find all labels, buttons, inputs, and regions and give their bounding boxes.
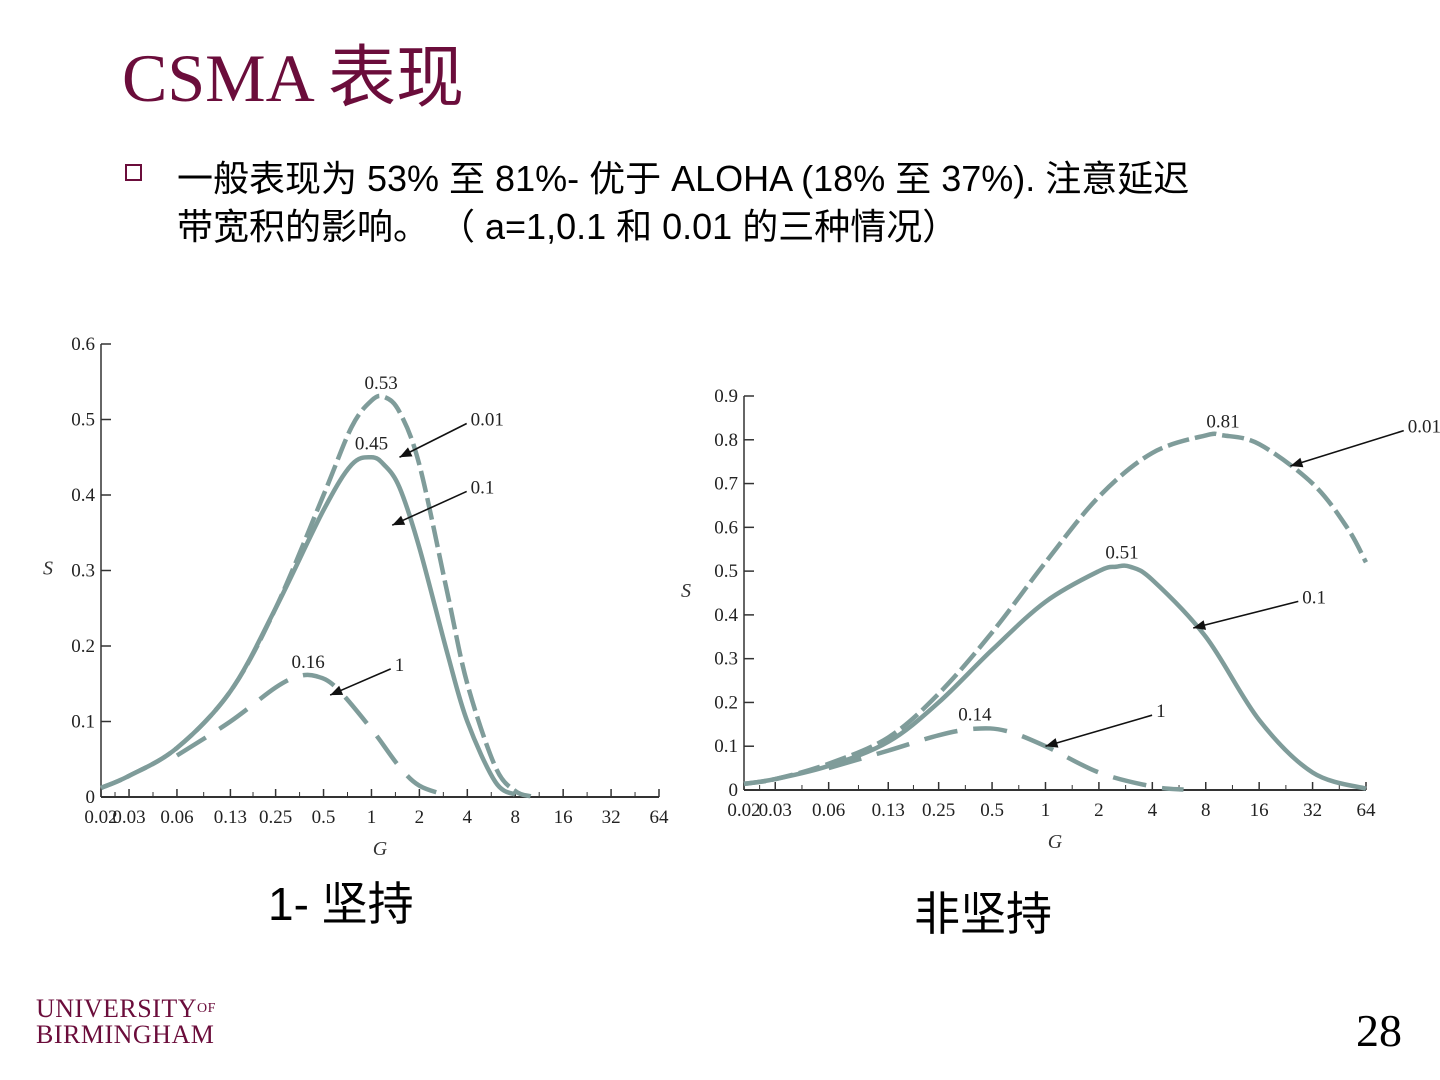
x-tick-label: 64 bbox=[1357, 800, 1377, 821]
series-line-a-1 bbox=[828, 726, 1184, 792]
annotation-label: 0.01 bbox=[471, 410, 504, 431]
y-axis-label: S bbox=[43, 558, 53, 580]
bullet-line-1: 一般表现为 53% 至 81%- 优于 ALOHA (18% 至 37%). 注… bbox=[177, 158, 1190, 199]
series-line-a-0.01 bbox=[100, 393, 532, 799]
x-tick-label: 64 bbox=[650, 807, 670, 828]
x-tick-label: 1 bbox=[367, 807, 377, 828]
annotation-arrow-line bbox=[391, 490, 468, 526]
peak-label: 0.45 bbox=[355, 433, 388, 454]
annotation-arrow-line bbox=[1045, 714, 1153, 747]
annotation-label: 0.1 bbox=[1302, 587, 1326, 608]
y-tick-label: 0.2 bbox=[714, 692, 738, 713]
x-tick-label: 0.03 bbox=[759, 800, 792, 821]
annotation-label: 0.1 bbox=[471, 477, 495, 498]
caption-1-persistent: 1- 坚持 bbox=[268, 878, 414, 930]
x-tick-label: 0.03 bbox=[112, 807, 145, 828]
y-tick-label: 0.6 bbox=[714, 517, 738, 538]
y-tick-label: 0.5 bbox=[714, 561, 738, 582]
x-tick-label: 16 bbox=[554, 807, 573, 828]
y-tick-label: 0.7 bbox=[714, 474, 738, 495]
y-tick-label: 0.8 bbox=[714, 430, 738, 451]
peak-label: 0.53 bbox=[365, 373, 398, 394]
series-line-a-0.1 bbox=[743, 563, 1367, 791]
x-tick-label: 16 bbox=[1250, 800, 1269, 821]
chart-1-persistent: 0.020.03 0.06 0.13 0.25 0.5 1 2 4 8 16 32 64 0 0.1 0.2… bbox=[43, 334, 670, 860]
y-tick-label: 0 bbox=[86, 787, 96, 808]
x-tick-label: 32 bbox=[1303, 800, 1322, 821]
series-line-a-0.01 bbox=[743, 431, 1368, 787]
annotation-label: 0.01 bbox=[1408, 417, 1440, 438]
y-tick-label: 0.2 bbox=[71, 636, 95, 657]
annotation-arrow-line bbox=[399, 422, 468, 458]
peak-label: 0.81 bbox=[1206, 411, 1239, 432]
y-tick-label: 0.5 bbox=[71, 410, 95, 431]
x-tick-label: 2 bbox=[415, 807, 425, 828]
y-tick-label: 0.3 bbox=[714, 649, 738, 670]
y-tick-label: 0.3 bbox=[71, 561, 95, 582]
annotation-arrowhead bbox=[1193, 620, 1207, 630]
peak-label: 0.51 bbox=[1105, 543, 1138, 564]
y-tick-label: 0.1 bbox=[714, 736, 738, 757]
annotation-label: 1 bbox=[1156, 701, 1166, 722]
slide-title: CSMA 表现 bbox=[122, 40, 464, 116]
y-axis-label: S bbox=[681, 580, 691, 602]
x-tick-label: 0.5 bbox=[980, 800, 1004, 821]
peak-label: 0.14 bbox=[958, 705, 992, 726]
caption-non-persistent: 非坚持 bbox=[914, 888, 1052, 940]
x-tick-label: 0.5 bbox=[312, 807, 336, 828]
annotation-arrowhead bbox=[399, 447, 413, 458]
y-tick-label: 0.9 bbox=[714, 386, 738, 407]
x-tick-label: 1 bbox=[1041, 800, 1051, 821]
x-tick-label: 0.02 bbox=[84, 807, 117, 828]
x-tick-label: 0.13 bbox=[872, 800, 905, 821]
x-tick-label: 0.06 bbox=[812, 800, 845, 821]
annotation-arrowhead bbox=[330, 685, 344, 696]
x-tick-label: 4 bbox=[1148, 800, 1158, 821]
bullet-line-2: 带宽积的影响。 （ a=1,0.1 和 0.01 的三种情况） bbox=[177, 206, 959, 247]
x-tick-label: 0.25 bbox=[259, 807, 292, 828]
logo-line-1: UNIVERSITY bbox=[36, 994, 197, 1023]
x-tick-label: 8 bbox=[1201, 800, 1211, 821]
annotation-arrow-line bbox=[1290, 429, 1404, 467]
x-axis-label: G bbox=[373, 838, 388, 860]
y-tick-label: 0.4 bbox=[71, 485, 95, 506]
x-tick-label: 8 bbox=[510, 807, 520, 828]
x-tick-label: 0.02 bbox=[727, 800, 760, 821]
y-tick-label: 0.6 bbox=[71, 334, 95, 355]
x-tick-label: 2 bbox=[1094, 800, 1104, 821]
y-tick-label: 0 bbox=[729, 780, 739, 801]
x-axis-label: G bbox=[1048, 831, 1063, 853]
logo-line-2: BIRMINGHAM bbox=[36, 1020, 215, 1049]
annotation-arrowhead bbox=[1290, 457, 1304, 468]
x-tick-label: 32 bbox=[602, 807, 621, 828]
y-tick-label: 0.4 bbox=[714, 605, 738, 626]
x-tick-label: 0.25 bbox=[922, 800, 955, 821]
logo-of: OF bbox=[197, 1001, 216, 1016]
x-tick-label: 0.06 bbox=[160, 807, 193, 828]
y-tick-label: 0.1 bbox=[71, 712, 95, 733]
bullet-square-icon bbox=[125, 164, 142, 181]
chart-non-persistent: 0.020.03 0.06 0.13 0.25 0.5 1 2 4 8 16 32 6400.10.2… bbox=[681, 386, 1440, 853]
annotation-arrowhead bbox=[1045, 738, 1059, 748]
annotation-arrowhead bbox=[392, 515, 406, 526]
page-number: 28 bbox=[1356, 1005, 1402, 1056]
annotation-arrow-line bbox=[1193, 600, 1299, 629]
peak-label: 0.16 bbox=[291, 652, 324, 673]
annotation-label: 1 bbox=[395, 655, 405, 676]
bullet-text: 一般表现为 53% 至 81%- 优于 ALOHA (18% 至 37%). 注… bbox=[177, 155, 1317, 251]
x-tick-label: 0.13 bbox=[214, 807, 247, 828]
series-line-a-1 bbox=[175, 672, 449, 798]
university-logo: UNIVERSITYOF BIRMINGHAM bbox=[36, 996, 216, 1048]
series-line-a-0.1 bbox=[100, 454, 517, 797]
x-tick-label: 4 bbox=[463, 807, 473, 828]
